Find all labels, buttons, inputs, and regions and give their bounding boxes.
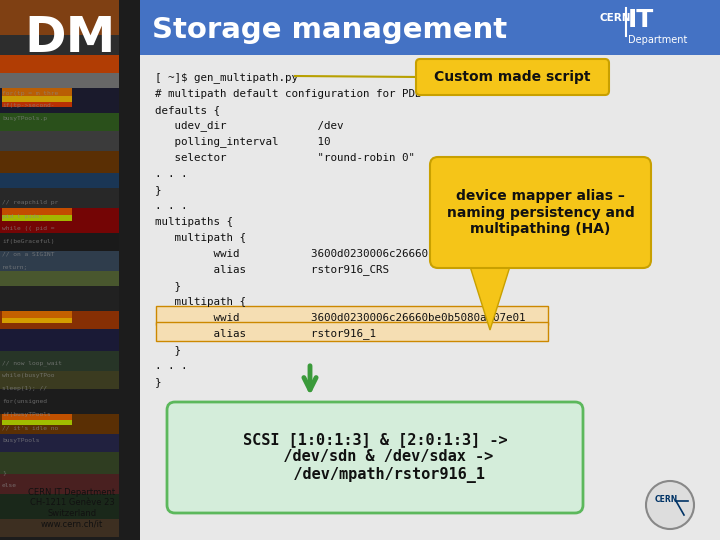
FancyBboxPatch shape	[0, 113, 119, 131]
Text: return;: return;	[2, 265, 28, 270]
FancyBboxPatch shape	[2, 420, 72, 425]
FancyBboxPatch shape	[0, 188, 119, 208]
FancyBboxPatch shape	[0, 0, 140, 540]
FancyBboxPatch shape	[0, 131, 119, 151]
FancyBboxPatch shape	[2, 311, 72, 318]
FancyBboxPatch shape	[0, 286, 119, 311]
FancyBboxPatch shape	[2, 318, 72, 323]
Text: wwid           3600d0230006c26660be0b5080a407e00: wwid 3600d0230006c26660be0b5080a407e00	[155, 248, 526, 259]
Circle shape	[646, 481, 694, 529]
Text: DM: DM	[24, 14, 116, 62]
Text: if(busyTPools: if(busyTPools	[2, 412, 50, 417]
FancyBboxPatch shape	[0, 311, 119, 329]
Text: . . .: . . .	[155, 361, 187, 370]
Text: SCSI [1:0:1:3] & [2:0:1:3] ->
   /dev/sdn & /dev/sdax ->
   /dev/mpath/rstor916_: SCSI [1:0:1:3] & [2:0:1:3] -> /dev/sdn &…	[243, 432, 508, 483]
Text: sleep(1); //: sleep(1); //	[2, 386, 47, 391]
FancyBboxPatch shape	[0, 0, 119, 35]
FancyBboxPatch shape	[2, 88, 72, 96]
Text: Department: Department	[628, 35, 688, 45]
Text: udev_dir              /dev: udev_dir /dev	[155, 120, 343, 131]
FancyBboxPatch shape	[0, 151, 119, 173]
FancyBboxPatch shape	[2, 102, 72, 107]
Text: IT: IT	[628, 8, 654, 32]
FancyBboxPatch shape	[430, 157, 651, 268]
Polygon shape	[468, 260, 512, 330]
Text: // now loop_wait: // now loop_wait	[2, 360, 62, 366]
FancyBboxPatch shape	[0, 55, 119, 73]
FancyBboxPatch shape	[0, 414, 119, 434]
FancyBboxPatch shape	[0, 329, 119, 351]
Text: device mapper alias –
naming persistency and
multipathing (HA): device mapper alias – naming persistency…	[446, 190, 634, 235]
Text: else: else	[2, 483, 17, 488]
FancyBboxPatch shape	[0, 351, 119, 371]
Text: busyTPools.p: busyTPools.p	[2, 116, 47, 121]
Text: alias          rstor916_CRS: alias rstor916_CRS	[155, 264, 389, 275]
FancyBboxPatch shape	[416, 59, 609, 95]
FancyBboxPatch shape	[0, 208, 119, 233]
Text: # multipath default configuration for PDB: # multipath default configuration for PD…	[155, 89, 421, 99]
FancyBboxPatch shape	[2, 414, 72, 420]
FancyBboxPatch shape	[2, 208, 72, 215]
Text: while (( pid =: while (( pid =	[2, 226, 55, 231]
Text: pid_t pids;: pid_t pids;	[2, 213, 43, 219]
Text: multipath {: multipath {	[155, 233, 246, 242]
Text: . . .: . . .	[155, 168, 187, 179]
Text: multipaths {: multipaths {	[155, 217, 233, 227]
Text: }: }	[155, 376, 161, 387]
Text: }: }	[155, 185, 161, 194]
Text: if(beGraceful): if(beGraceful)	[2, 239, 55, 244]
Text: }: }	[155, 281, 181, 291]
FancyBboxPatch shape	[0, 73, 119, 88]
Text: for(tp = m_thre: for(tp = m_thre	[2, 90, 58, 96]
FancyBboxPatch shape	[156, 306, 548, 325]
Text: CERN IT Department
CH-1211 Genève 23
Switzerland
www.cern.ch/it: CERN IT Department CH-1211 Genève 23 Swi…	[28, 488, 116, 528]
Text: while(busyTPoo: while(busyTPoo	[2, 373, 55, 378]
Text: [ ~]$ gen_multipath.py: [ ~]$ gen_multipath.py	[155, 72, 298, 83]
FancyBboxPatch shape	[0, 35, 119, 55]
FancyBboxPatch shape	[0, 371, 119, 389]
FancyBboxPatch shape	[2, 96, 72, 102]
FancyBboxPatch shape	[0, 389, 119, 414]
FancyBboxPatch shape	[0, 494, 119, 519]
Text: CERN: CERN	[600, 13, 631, 23]
Text: }: }	[2, 470, 6, 475]
FancyBboxPatch shape	[156, 322, 548, 341]
Text: selector              "round-robin 0": selector "round-robin 0"	[155, 153, 415, 163]
FancyBboxPatch shape	[0, 233, 119, 251]
Text: polling_interval      10: polling_interval 10	[155, 136, 330, 147]
FancyBboxPatch shape	[0, 474, 119, 494]
FancyBboxPatch shape	[0, 88, 119, 113]
Text: Storage management: Storage management	[152, 16, 507, 44]
FancyBboxPatch shape	[2, 215, 72, 221]
Text: // reapchild pr: // reapchild pr	[2, 200, 58, 205]
FancyBboxPatch shape	[0, 519, 119, 537]
FancyBboxPatch shape	[0, 452, 119, 474]
Text: multipath {: multipath {	[155, 296, 246, 307]
Text: CERN: CERN	[654, 495, 678, 503]
Text: }: }	[155, 345, 181, 355]
Text: alias          rstor916_1: alias rstor916_1	[155, 328, 376, 339]
FancyBboxPatch shape	[167, 402, 583, 513]
FancyBboxPatch shape	[0, 173, 119, 188]
FancyBboxPatch shape	[140, 0, 720, 55]
Text: wwid           3600d0230006c26660be0b5080a407e01: wwid 3600d0230006c26660be0b5080a407e01	[155, 313, 526, 322]
Text: for(unsigned: for(unsigned	[2, 399, 47, 404]
FancyBboxPatch shape	[0, 251, 119, 271]
Text: Custom made script: Custom made script	[434, 70, 590, 84]
FancyBboxPatch shape	[0, 271, 119, 286]
FancyBboxPatch shape	[0, 434, 119, 452]
Text: busyTPools: busyTPools	[2, 438, 40, 443]
Text: defaults {: defaults {	[155, 105, 220, 114]
Text: // on a SIGINT: // on a SIGINT	[2, 252, 55, 257]
Text: if(tp->second-: if(tp->second-	[2, 103, 55, 108]
Text: // it's idle no: // it's idle no	[2, 425, 58, 430]
Text: . . .: . . .	[155, 200, 187, 211]
